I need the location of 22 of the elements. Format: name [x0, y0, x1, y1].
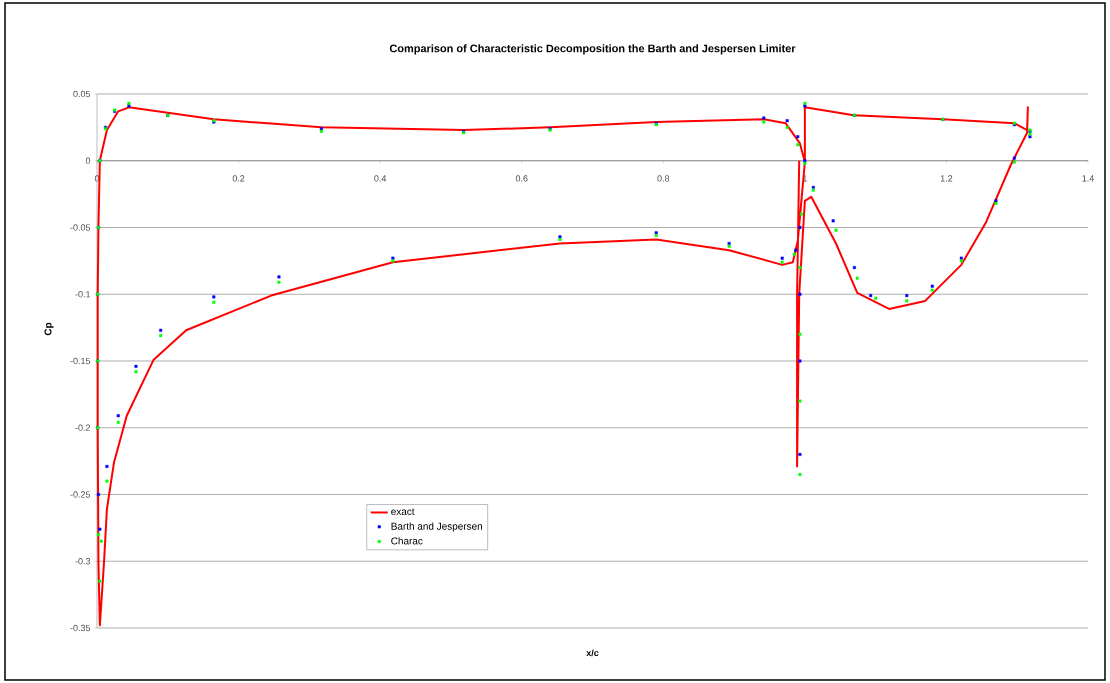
y-tick-label: 0 — [85, 157, 91, 164]
x-tick-label: 0.8 — [657, 175, 670, 182]
legend-label: Barth and Jespersen — [391, 522, 483, 532]
y-tick-label: -0.1 — [75, 291, 91, 298]
x-tick-label: 1.4 — [1082, 175, 1094, 182]
y-tick-label: -0.3 — [75, 558, 91, 565]
y-axis-title: Cp — [44, 322, 54, 336]
legend-label: exact — [391, 508, 415, 516]
chart-title: Comparison of Characteristic Decomposition the Barth and Jespersen Limiter — [389, 44, 796, 55]
y-tick-label: 0.05 — [73, 90, 91, 98]
y-tick-label: -0.25 — [70, 491, 91, 498]
x-tick-label: 0 — [94, 175, 100, 182]
x-axis-title: x/c — [586, 649, 599, 657]
x-tick-label: 0.4 — [374, 175, 387, 182]
y-tick-label: -0.35 — [70, 624, 91, 632]
x-tick-label: 1.2 — [940, 175, 953, 182]
x-tick-label: 0.2 — [232, 175, 245, 182]
y-tick-label: -0.2 — [75, 424, 91, 431]
y-tick-label: -0.05 — [70, 224, 91, 231]
legend-label: Charac — [391, 537, 423, 545]
x-tick-label: 0.6 — [515, 175, 528, 182]
y-tick-label: -0.15 — [70, 357, 91, 365]
